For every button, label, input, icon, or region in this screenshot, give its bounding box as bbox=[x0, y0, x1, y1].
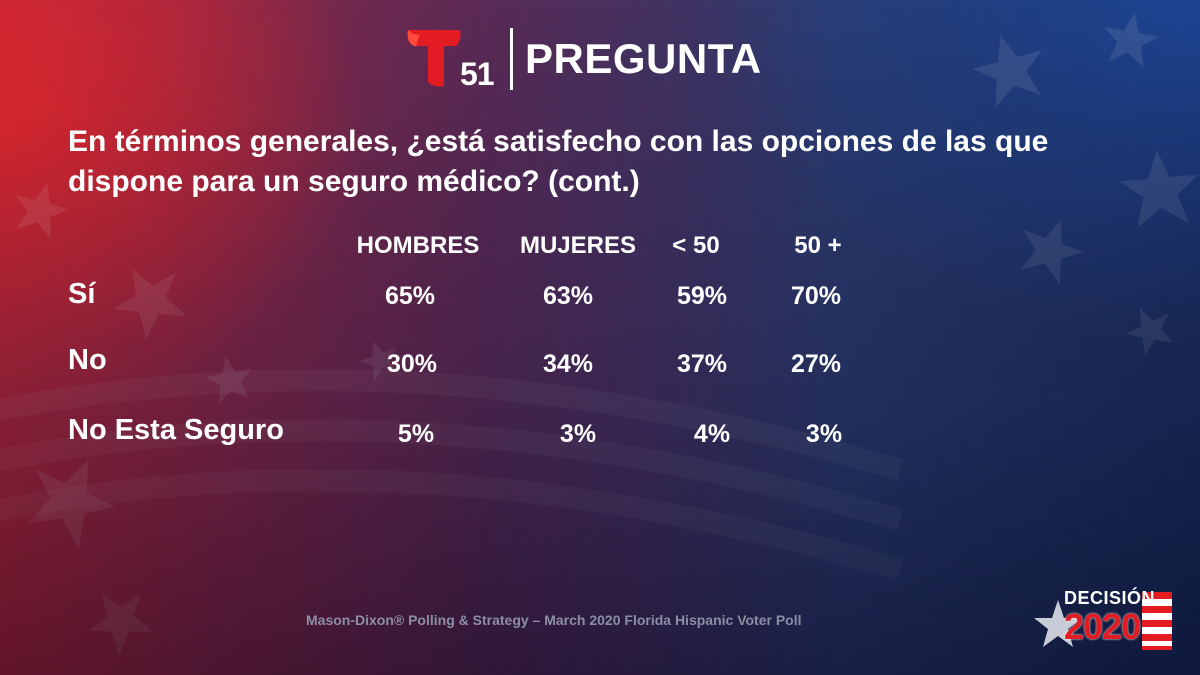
decision-word: DECISIÓN bbox=[1064, 588, 1156, 608]
table-cell: 59% bbox=[676, 282, 728, 310]
column-header-hombres: HOMBRES bbox=[356, 232, 480, 259]
telemundo-t-icon bbox=[407, 30, 461, 87]
row-label-no: No bbox=[68, 344, 107, 376]
channel-number: 51 bbox=[460, 56, 495, 92]
table-cell: 34% bbox=[542, 350, 594, 378]
table-cell: 3% bbox=[805, 420, 843, 448]
header: 51 PREGUNTA bbox=[404, 26, 762, 92]
decision-flag-icon bbox=[1034, 592, 1172, 650]
row-label-si: Sí bbox=[68, 278, 96, 310]
column-header-50-plus: 50 + bbox=[794, 232, 842, 259]
source-credit: Mason-Dixon® Polling & Strategy – March … bbox=[306, 612, 802, 628]
table-cell: 65% bbox=[384, 282, 436, 310]
decision-year: 2020 bbox=[1064, 606, 1141, 647]
table-cell: 63% bbox=[542, 282, 594, 310]
table-cell: 70% bbox=[790, 282, 842, 310]
row-label-no-esta-seguro: No Esta Seguro bbox=[68, 414, 284, 446]
table-cell: 5% bbox=[397, 420, 435, 448]
decision-2020-logo: DECISIÓN 2020 bbox=[1030, 588, 1180, 654]
column-header-mujeres: MUJERES bbox=[519, 232, 637, 259]
header-divider bbox=[510, 28, 513, 90]
question-text: En términos generales, ¿está satisfecho … bbox=[68, 125, 1049, 198]
table-cell: 3% bbox=[559, 420, 597, 448]
table-cell: 30% bbox=[386, 350, 438, 378]
header-title: PREGUNTA bbox=[525, 35, 762, 82]
table-cell: 37% bbox=[676, 350, 728, 378]
column-header-under-50: < 50 bbox=[672, 232, 720, 259]
table-cell: 27% bbox=[790, 350, 842, 378]
table-cell: 4% bbox=[693, 420, 731, 448]
telemundo-51-logo: 51 bbox=[404, 26, 504, 92]
